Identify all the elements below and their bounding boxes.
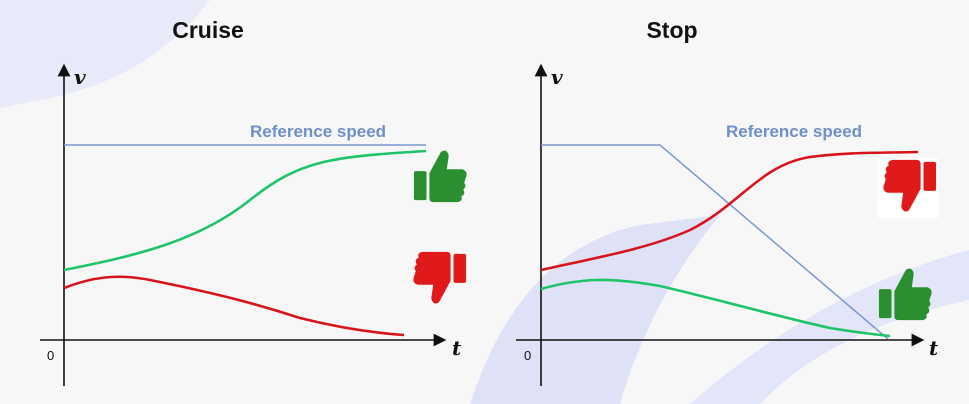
panel-cruise: Cruise v t 0 Reference speed: [40, 17, 467, 386]
y-axis-label: v: [551, 65, 563, 89]
thumbs-up-icon: [413, 150, 467, 203]
panel-stop: Stop v t 0 Reference speed: [516, 17, 939, 386]
y-axis-label: v: [74, 65, 86, 89]
reference-speed-label: Reference speed: [250, 122, 386, 141]
origin-label: 0: [524, 348, 531, 363]
good-speed-curve: [540, 278, 891, 338]
x-axis-label: t: [452, 336, 462, 360]
reference-speed-line: [541, 144, 889, 340]
thumbs-down-icon: [413, 251, 467, 304]
origin-label: 0: [47, 348, 54, 363]
panel-title: Stop: [646, 17, 697, 43]
good-speed-curve: [63, 149, 427, 272]
bad-speed-curve: [63, 275, 405, 337]
bad-speed-curve: [540, 150, 919, 272]
x-axis-label: t: [929, 336, 939, 360]
panel-title: Cruise: [172, 17, 244, 43]
reference-speed-label: Reference speed: [726, 122, 862, 141]
